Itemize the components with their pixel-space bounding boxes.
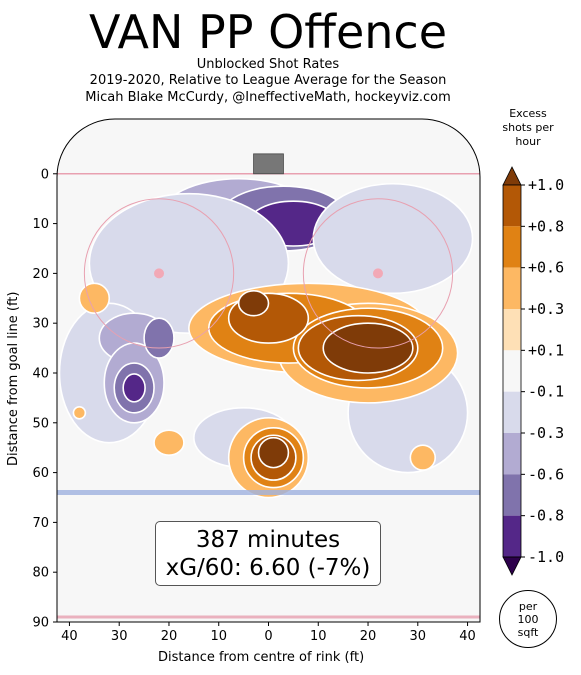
summary-box: 387 minutes xG/60: 6.60 (-7%) <box>155 521 381 586</box>
chart-subtitle: Unblocked Shot Rates <box>196 57 340 72</box>
x-tick-label-5: 10 <box>310 629 327 644</box>
colorbar-tick-label-3: +0.3 <box>528 300 564 318</box>
y-tick-label-0: 0 <box>41 167 49 182</box>
contour-blob-4 <box>312 182 474 295</box>
x-axis-label: Distance from centre of rink (ft) <box>158 650 365 665</box>
colorbar-tick-label-8: -0.8 <box>528 507 564 525</box>
y-tick-label-1: 10 <box>32 217 49 232</box>
per-100-sqft-note: per 100 sqft <box>499 590 557 648</box>
minutes-label: 387 minutes <box>195 527 341 553</box>
x-tick-label-0: 40 <box>61 629 78 644</box>
colorbar-band-2 <box>503 267 521 309</box>
chart-axes: 40 30 20 10 0 10 20 30 40 0 10 20 30 40 50 60 70 80 90 <box>32 167 475 644</box>
contour-blob-26 <box>78 282 111 315</box>
colorbar-tick-label-1: +0.8 <box>528 217 564 235</box>
x-tick-label-7: 30 <box>410 629 427 644</box>
y-tick-label-4: 40 <box>32 366 49 381</box>
x-tick-label-3: 10 <box>210 629 227 644</box>
contour-blob-20 <box>322 322 414 374</box>
chart-season-line: 2019-2020, Relative to League Average fo… <box>89 73 447 88</box>
y-tick-label-9: 90 <box>32 616 49 631</box>
colorbar-tick-label-4: +0.1 <box>528 341 564 359</box>
x-tick-label-6: 20 <box>360 629 377 644</box>
colorbar-top-arrow <box>502 166 522 186</box>
colorbar-tick-label-5: -0.1 <box>528 383 564 401</box>
goal-net <box>253 153 284 175</box>
colorbar-bottom-arrow <box>502 556 522 576</box>
colorbar-tick-label-7: -0.6 <box>528 465 564 483</box>
colorbar-tick-label-2: +0.6 <box>528 259 564 277</box>
colorbar-band-6 <box>503 433 521 475</box>
colorbar-band-1 <box>503 226 521 268</box>
contour-blob-21 <box>237 290 270 317</box>
colorbar-label: Excess shots per hour <box>502 107 554 148</box>
contour-blob-10 <box>122 373 146 403</box>
colorbar-band-4 <box>503 350 521 392</box>
y-tick-label-2: 20 <box>32 267 49 282</box>
contour-blob-27 <box>72 406 87 420</box>
x-tick-label-4: 0 <box>264 629 272 644</box>
colorbar-tick-label-6: -0.3 <box>528 424 564 442</box>
xg-label: xG/60: 6.60 (-7%) <box>165 555 371 581</box>
contour-blob-29 <box>409 444 437 471</box>
y-tick-label-3: 30 <box>32 317 49 332</box>
faceoff-circle-0 <box>83 198 235 349</box>
chart-title: VAN PP Offence <box>88 5 448 59</box>
colorbar-band-0 <box>503 185 521 227</box>
contour-blob-25 <box>257 436 290 469</box>
y-axis-label: Distance from goal line (ft) <box>6 291 21 466</box>
y-tick-label-5: 50 <box>32 416 49 431</box>
faceoff-circle-1 <box>302 198 454 349</box>
y-tick-label-7: 70 <box>32 516 49 531</box>
rink-markings <box>57 153 480 619</box>
shot-density-contours <box>58 177 474 499</box>
faceoff-dot-0 <box>154 268 165 279</box>
colorbar-band-3 <box>503 309 521 351</box>
y-tick-label-6: 60 <box>32 466 49 481</box>
x-tick-label-8: 40 <box>459 629 476 644</box>
colorbar-outline <box>502 184 522 558</box>
y-tick-label-8: 80 <box>32 566 49 581</box>
colorbar-tick-label-0: +1.0 <box>528 176 564 194</box>
contour-blob-28 <box>153 429 185 456</box>
colorbar-tick-label-9: -1.0 <box>528 548 564 566</box>
colorbar: +1.0 +0.8 +0.6 +0.3 +0.1 -0.1 -0.3 -0.6 -0.8 -1.0 <box>502 166 564 576</box>
contour-blob-11 <box>143 317 175 359</box>
rink-frame <box>56 118 481 623</box>
colorbar-band-7 <box>503 474 521 516</box>
rink-border <box>56 118 481 623</box>
faceoff-dot-1 <box>372 268 383 279</box>
colorbar-band-5 <box>503 391 521 433</box>
chart-credit: Micah Blake McCurdy, @IneffectiveMath, h… <box>85 90 451 105</box>
x-tick-label-1: 30 <box>111 629 128 644</box>
x-tick-label-2: 20 <box>161 629 178 644</box>
colorbar-band-8 <box>503 515 521 557</box>
